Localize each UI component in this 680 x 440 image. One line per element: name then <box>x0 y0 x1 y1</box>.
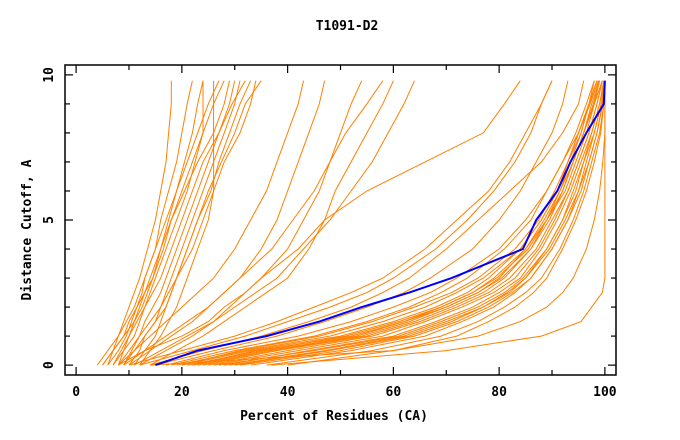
y-tick-label: 0 <box>42 361 57 369</box>
y-axis-label: Distance Cutoff, A <box>20 159 35 300</box>
model-curve-19 <box>239 80 606 366</box>
model-curve-37 <box>117 80 262 366</box>
model-curve-47 <box>134 80 415 366</box>
ticks-layer: 0 20 40 60 80 100 0 5 10 <box>42 65 617 400</box>
x-tick-label: 80 <box>491 385 507 400</box>
x-tick-label: 0 <box>72 385 80 400</box>
x-tick-label: 100 <box>593 385 617 400</box>
model-curve-24 <box>128 80 553 366</box>
model-curve-36 <box>133 80 252 366</box>
model-curve-17 <box>229 80 606 366</box>
model-curve-39 <box>123 80 257 366</box>
model-curve-15 <box>287 80 606 366</box>
model-curve-13 <box>218 80 606 366</box>
model-curve-23 <box>149 80 585 366</box>
model-curve-21 <box>139 80 553 366</box>
model-curve-33 <box>96 80 220 366</box>
model-curve-4 <box>224 80 605 366</box>
highlight-curve <box>155 80 606 367</box>
model-curve-16 <box>165 80 598 366</box>
model-curve-46 <box>118 80 521 366</box>
model-curve-11 <box>266 80 606 366</box>
model-curve-40 <box>102 80 225 366</box>
model-curve-31 <box>107 80 230 366</box>
model-curve-29 <box>112 80 204 366</box>
y-tick-label: 10 <box>42 67 57 83</box>
model-curve-10 <box>213 80 603 366</box>
model-curve-22 <box>155 80 569 366</box>
x-tick-label: 40 <box>280 385 296 400</box>
model-curve-8 <box>250 80 606 366</box>
model-curve-20 <box>181 80 599 366</box>
chart-title: T1091-D2 <box>316 19 379 34</box>
model-curve-42 <box>128 80 326 366</box>
model-curve-12 <box>176 80 598 366</box>
model-curve-32 <box>123 80 236 366</box>
series-layer <box>96 80 606 367</box>
model-curve-44 <box>123 80 384 366</box>
model-curve-35 <box>112 80 246 366</box>
model-curve-41 <box>118 80 304 366</box>
model-curve-18 <box>192 80 601 366</box>
model-curve-45 <box>149 80 394 366</box>
x-tick-label: 20 <box>174 385 190 400</box>
model-curve-38 <box>139 80 215 366</box>
x-tick-label: 60 <box>386 385 402 400</box>
model-curve-26 <box>150 80 606 366</box>
y-tick-label: 5 <box>42 216 57 224</box>
model-curve-43 <box>139 80 363 366</box>
x-axis-label: Percent of Residues (CA) <box>240 409 428 424</box>
